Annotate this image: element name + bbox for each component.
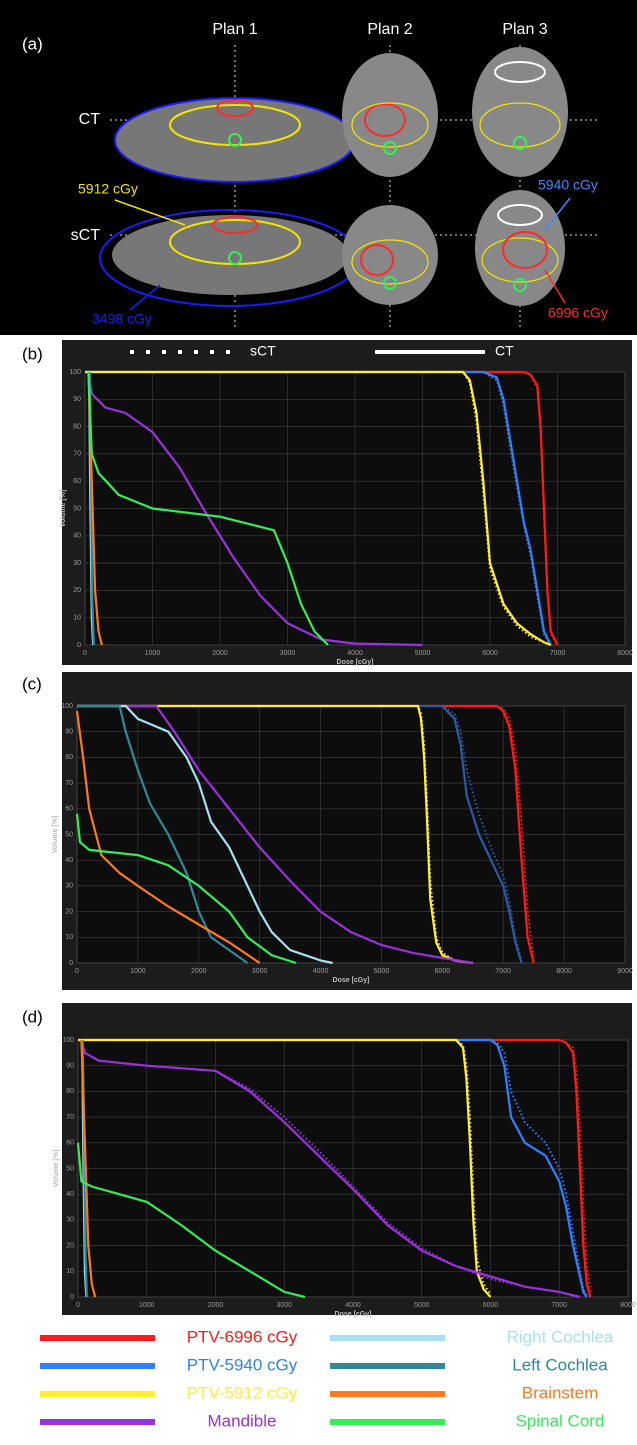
- x-tick-label: 2000: [208, 1302, 224, 1309]
- x-tick-label: 9000: [617, 968, 633, 975]
- x-tick-label: 5000: [374, 968, 390, 975]
- line-style-label: CT: [495, 343, 514, 359]
- y-tick-label: 50: [73, 505, 81, 512]
- x-axis-title: Dose [cGy]: [337, 659, 374, 666]
- y-axis-title: Volume [%]: [60, 490, 67, 528]
- x-tick-label: 7000: [551, 1302, 567, 1309]
- y-axis-title: Volume [%]: [52, 816, 59, 854]
- y-tick-label: 40: [66, 1191, 74, 1198]
- x-tick-label: 3000: [252, 968, 268, 975]
- column-label: Plan 3: [502, 21, 547, 38]
- x-tick-label: 5000: [415, 650, 431, 657]
- figure: (a) Plan 1 Plan 2 Plan 3 CT sCT 5912 cGy 3498 c…: [0, 0, 637, 1445]
- y-axis-title: Volume [%]: [53, 1150, 60, 1188]
- y-tick-label: 70: [65, 780, 73, 787]
- x-tick-label: 5000: [414, 1302, 430, 1309]
- x-tick-label: 0: [75, 968, 79, 975]
- column-label: Plan 1: [212, 21, 257, 38]
- dose-annotation: 6996 cGy: [548, 305, 608, 321]
- y-tick-label: 20: [66, 1242, 74, 1249]
- y-tick-label: 0: [69, 960, 73, 967]
- dose-annotation: 5912 cGy: [78, 181, 138, 197]
- y-tick-label: 30: [66, 1217, 74, 1224]
- legend-label: PTV-5912 cGy: [187, 1383, 298, 1402]
- x-tick-label: 2000: [212, 650, 228, 657]
- y-tick-label: 100: [61, 703, 73, 710]
- y-tick-label: 60: [65, 806, 73, 813]
- x-tick-label: 8000: [617, 650, 633, 657]
- y-tick-label: 20: [73, 587, 81, 594]
- x-tick-label: 4000: [313, 968, 329, 975]
- legend-label: Brainstem: [522, 1383, 599, 1402]
- x-tick-label: 6000: [435, 968, 451, 975]
- legend-label: Spinal Cord: [516, 1411, 605, 1430]
- y-tick-label: 100: [62, 1037, 74, 1044]
- y-tick-label: 20: [65, 908, 73, 915]
- y-tick-label: 90: [73, 396, 81, 403]
- x-tick-label: 8000: [556, 968, 572, 975]
- y-tick-label: 90: [65, 729, 73, 736]
- legend-label: Left Cochlea: [512, 1355, 608, 1374]
- x-tick-label: 0: [76, 1302, 80, 1309]
- panel-label: (c): [22, 674, 42, 693]
- legend-label: Mandible: [208, 1411, 277, 1430]
- legend-label: Right Cochlea: [507, 1327, 614, 1346]
- dose-annotation: 5940 cGy: [538, 177, 598, 193]
- x-tick-label: 0: [83, 650, 87, 657]
- x-tick-label: 1000: [145, 650, 161, 657]
- dose-annotation: 3498 cGy: [92, 311, 152, 327]
- panel-label: (b): [22, 344, 43, 363]
- y-tick-label: 80: [65, 754, 73, 761]
- legend-label: PTV-6996 cGy: [187, 1327, 298, 1346]
- y-tick-label: 0: [77, 642, 81, 649]
- y-tick-label: 80: [66, 1088, 74, 1095]
- y-tick-label: 50: [65, 831, 73, 838]
- y-tick-label: 10: [73, 615, 81, 622]
- y-tick-label: 30: [65, 883, 73, 890]
- x-tick-label: 1000: [139, 1302, 155, 1309]
- x-tick-label: 2000: [191, 968, 207, 975]
- y-tick-label: 100: [69, 369, 81, 376]
- y-tick-label: 30: [73, 560, 81, 567]
- row-label: CT: [79, 111, 101, 128]
- x-tick-label: 1000: [130, 968, 146, 975]
- y-tick-label: 40: [65, 857, 73, 864]
- x-tick-label: 6000: [483, 1302, 499, 1309]
- y-tick-label: 50: [66, 1165, 74, 1172]
- x-tick-label: 7000: [495, 968, 511, 975]
- y-tick-label: 40: [73, 533, 81, 540]
- line-style-label: sCT: [250, 343, 276, 359]
- column-label: Plan 2: [367, 21, 412, 38]
- panel-label: (d): [22, 1007, 43, 1026]
- y-tick-label: 60: [66, 1140, 74, 1147]
- x-tick-label: 8000: [620, 1302, 636, 1309]
- panel-label: (a): [22, 34, 43, 53]
- y-tick-label: 10: [66, 1268, 74, 1275]
- x-axis-title: Dose [cGy]: [335, 1311, 372, 1318]
- x-tick-label: 3000: [280, 650, 296, 657]
- y-tick-label: 90: [66, 1063, 74, 1070]
- x-axis-title: Dose [cGy]: [333, 977, 370, 984]
- x-tick-label: 6000: [482, 650, 498, 657]
- y-tick-label: 70: [73, 451, 81, 458]
- y-tick-label: 80: [73, 423, 81, 430]
- y-tick-label: 70: [66, 1114, 74, 1121]
- row-label: sCT: [71, 227, 101, 244]
- y-tick-label: 10: [65, 934, 73, 941]
- y-tick-label: 60: [73, 478, 81, 485]
- x-tick-label: 3000: [276, 1302, 292, 1309]
- x-tick-label: 4000: [345, 1302, 361, 1309]
- y-tick-label: 0: [70, 1294, 74, 1301]
- x-tick-label: 7000: [550, 650, 566, 657]
- x-tick-label: 4000: [347, 650, 363, 657]
- legend-label: PTV-5940 cGy: [187, 1355, 298, 1374]
